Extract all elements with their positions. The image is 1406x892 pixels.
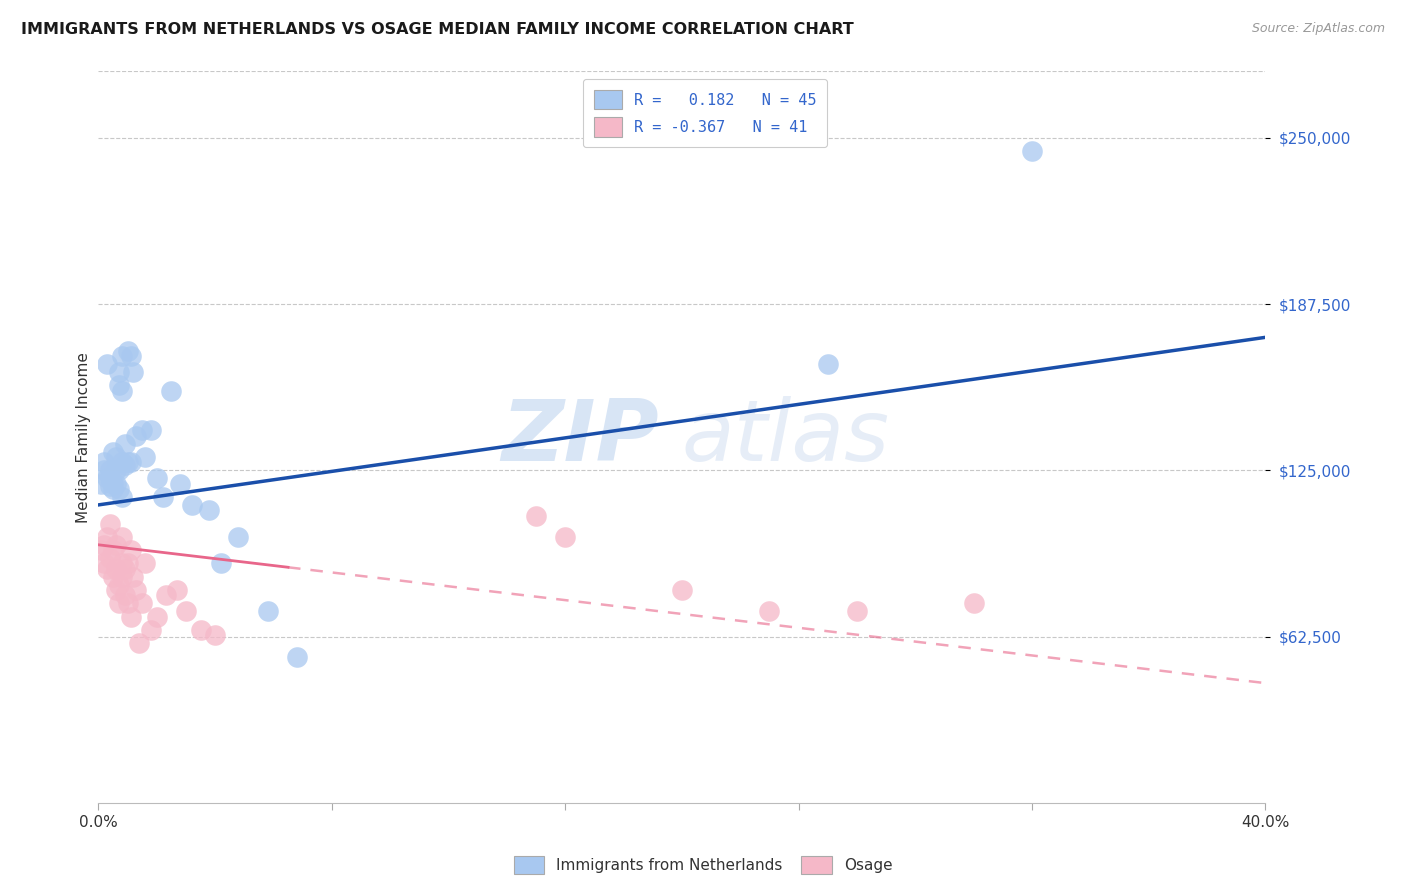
Point: [111, 349, 134, 363]
Point: [93, 538, 115, 552]
Point: [108, 482, 131, 496]
Point: [108, 378, 131, 392]
Point: [671, 582, 693, 597]
Point: [131, 424, 153, 438]
Point: [96, 471, 118, 485]
Point: [101, 482, 124, 496]
Point: [198, 503, 221, 517]
Point: [117, 455, 139, 469]
Point: [120, 455, 142, 469]
Point: [285, 649, 308, 664]
Point: [209, 557, 232, 571]
Point: [122, 365, 145, 379]
Text: IMMIGRANTS FROM NETHERLANDS VS OSAGE MEDIAN FAMILY INCOME CORRELATION CHART: IMMIGRANTS FROM NETHERLANDS VS OSAGE MED…: [21, 22, 853, 37]
Point: [146, 609, 169, 624]
Point: [139, 424, 162, 438]
Point: [117, 596, 139, 610]
Point: [93, 557, 115, 571]
Point: [104, 538, 127, 552]
Point: [108, 365, 131, 379]
Legend: R =   0.182   N = 45, R = -0.367   N = 41: R = 0.182 N = 45, R = -0.367 N = 41: [583, 79, 827, 147]
Point: [204, 628, 226, 642]
Point: [117, 557, 139, 571]
Point: [108, 577, 131, 591]
Point: [104, 463, 127, 477]
Point: [104, 562, 127, 576]
Point: [524, 508, 547, 523]
Point: [146, 471, 169, 485]
Point: [256, 604, 278, 618]
Point: [111, 455, 134, 469]
Point: [128, 636, 150, 650]
Point: [96, 357, 118, 371]
Point: [125, 582, 148, 597]
Point: [134, 557, 156, 571]
Point: [101, 543, 124, 558]
Point: [111, 530, 134, 544]
Point: [111, 570, 134, 584]
Point: [98, 471, 121, 485]
Point: [120, 349, 142, 363]
Point: [104, 582, 127, 597]
Point: [160, 384, 183, 398]
Y-axis label: Median Family Income: Median Family Income: [76, 351, 91, 523]
Point: [111, 384, 134, 398]
Point: [98, 551, 121, 566]
Point: [114, 436, 136, 450]
Point: [117, 343, 139, 358]
Text: ZIP: ZIP: [501, 395, 658, 479]
Point: [114, 588, 136, 602]
Text: Source: ZipAtlas.com: Source: ZipAtlas.com: [1251, 22, 1385, 36]
Point: [758, 604, 780, 618]
Point: [120, 543, 142, 558]
Point: [155, 588, 177, 602]
Point: [101, 570, 124, 584]
Point: [120, 609, 142, 624]
Point: [152, 490, 174, 504]
Point: [190, 623, 212, 637]
Point: [125, 429, 148, 443]
Point: [90, 543, 112, 558]
Point: [180, 498, 202, 512]
Legend: Immigrants from Netherlands, Osage: Immigrants from Netherlands, Osage: [508, 850, 898, 880]
Point: [96, 530, 118, 544]
Point: [114, 458, 136, 472]
Point: [174, 604, 197, 618]
Point: [846, 604, 869, 618]
Point: [114, 562, 136, 576]
Point: [104, 450, 127, 464]
Point: [111, 557, 134, 571]
Point: [166, 582, 188, 597]
Point: [962, 596, 984, 610]
Point: [134, 450, 156, 464]
Point: [554, 530, 576, 544]
Point: [139, 623, 162, 637]
Point: [101, 444, 124, 458]
Point: [228, 530, 250, 544]
Point: [98, 463, 121, 477]
Point: [108, 596, 131, 610]
Point: [131, 596, 153, 610]
Point: [111, 490, 134, 504]
Point: [169, 476, 191, 491]
Text: atlas: atlas: [682, 395, 890, 479]
Point: [122, 570, 145, 584]
Point: [817, 357, 839, 371]
Point: [96, 562, 118, 576]
Point: [104, 476, 127, 491]
Point: [90, 476, 112, 491]
Point: [93, 455, 115, 469]
Point: [98, 516, 121, 531]
Point: [108, 463, 131, 477]
Point: [93, 463, 115, 477]
Point: [98, 479, 121, 493]
Point: [101, 476, 124, 491]
Point: [1021, 144, 1043, 158]
